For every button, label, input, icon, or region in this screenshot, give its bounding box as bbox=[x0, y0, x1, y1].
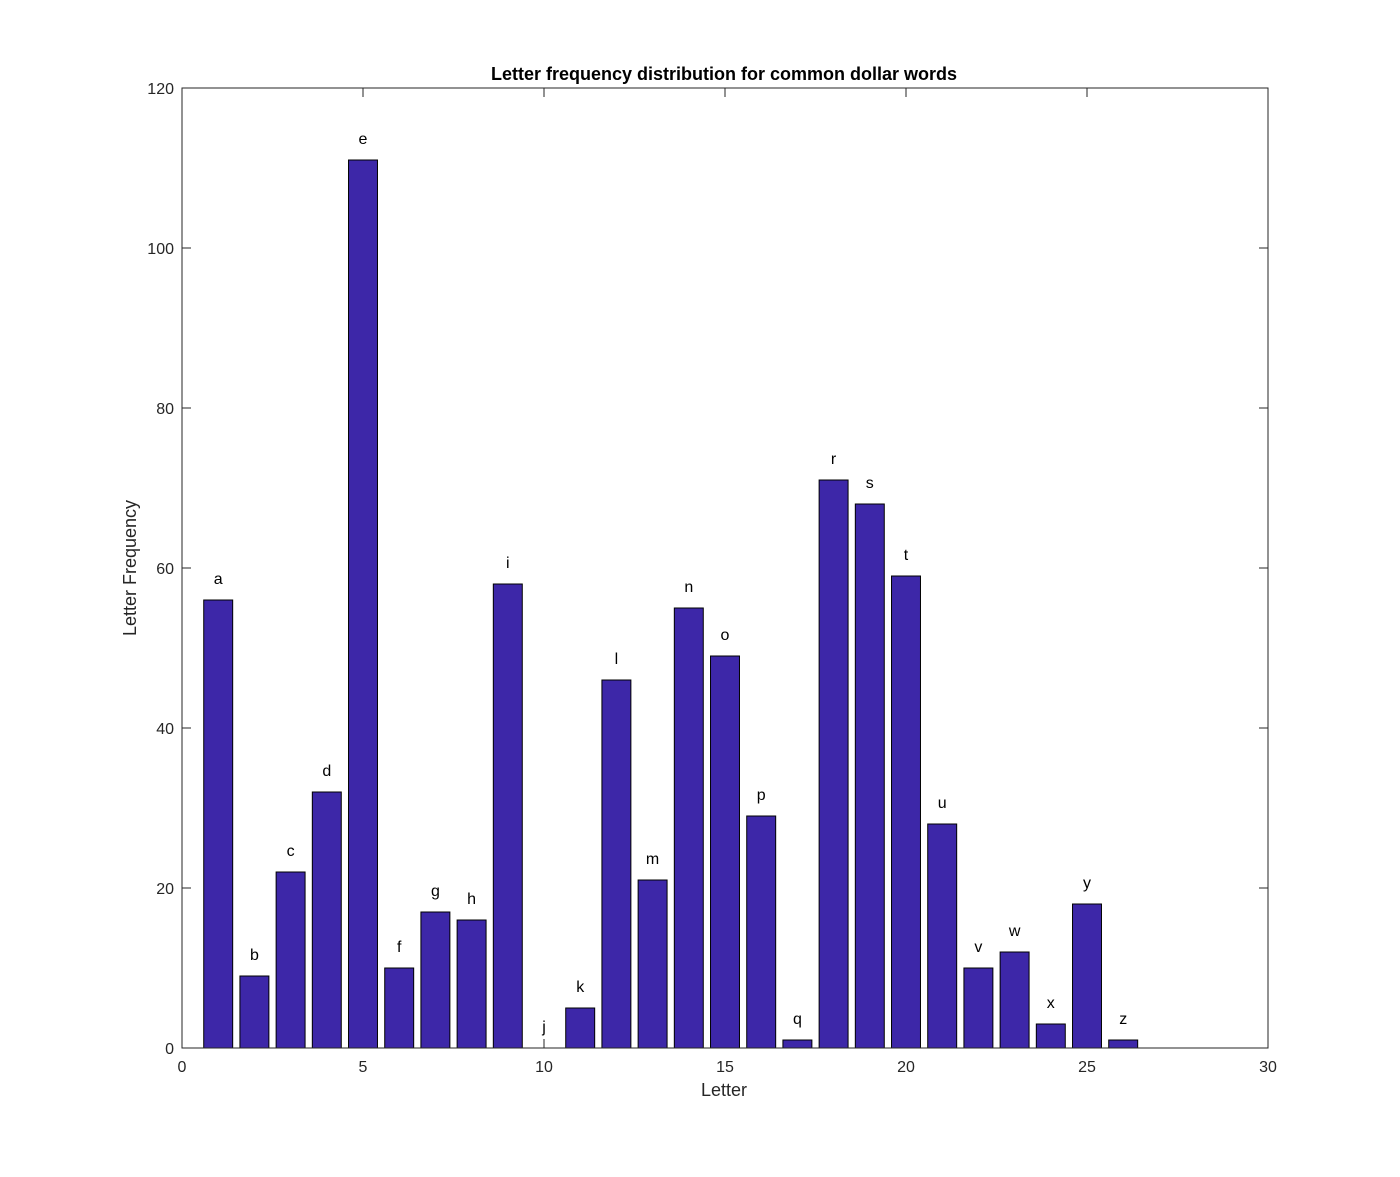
bar-h bbox=[456, 919, 487, 1049]
bar-label-l: l bbox=[615, 651, 619, 668]
x-tick-label: 0 bbox=[178, 1059, 187, 1076]
bar-label-o: o bbox=[721, 627, 730, 644]
bar-label-c: c bbox=[287, 843, 295, 860]
bar-y bbox=[1072, 903, 1102, 1049]
bar-label-r: r bbox=[831, 451, 837, 468]
y-tick-label: 80 bbox=[156, 401, 174, 418]
bar-q bbox=[782, 1039, 813, 1049]
y-axis-label: Letter Frequency bbox=[120, 500, 140, 636]
bar-label-s: s bbox=[866, 475, 874, 492]
bar-label-h: h bbox=[467, 891, 476, 908]
bar-label-e: e bbox=[359, 131, 368, 148]
bar-label-b: b bbox=[250, 947, 259, 964]
bar-c bbox=[275, 871, 306, 1049]
chart-title: Letter frequency distribution for common… bbox=[491, 64, 957, 84]
plot-frame bbox=[181, 87, 1269, 1049]
bar-label-t: t bbox=[904, 547, 909, 564]
bar-label-p: p bbox=[757, 787, 766, 804]
bar-n bbox=[673, 607, 704, 1049]
y-tick-label: 60 bbox=[156, 561, 174, 578]
bar-f bbox=[384, 967, 415, 1049]
x-tick-label: 20 bbox=[897, 1059, 915, 1076]
x-tick-label: 10 bbox=[535, 1059, 553, 1076]
bar-s bbox=[854, 503, 885, 1049]
bar-label-z: z bbox=[1119, 1011, 1127, 1028]
x-axis-label: Letter bbox=[701, 1080, 747, 1100]
x-tick-label: 25 bbox=[1078, 1059, 1096, 1076]
bar-label-a: a bbox=[214, 571, 223, 588]
x-tick-label: 15 bbox=[716, 1059, 734, 1076]
bar-label-n: n bbox=[684, 579, 693, 596]
y-tick-label: 120 bbox=[147, 81, 174, 98]
bar-t bbox=[891, 575, 921, 1049]
bar-w bbox=[999, 951, 1030, 1049]
bar-g bbox=[420, 911, 451, 1049]
bar-u bbox=[927, 823, 958, 1049]
bar-label-m: m bbox=[646, 851, 659, 868]
bar-e bbox=[348, 159, 378, 1049]
x-tick-label: 5 bbox=[359, 1059, 368, 1076]
bar-l bbox=[601, 679, 632, 1049]
bar-m bbox=[637, 879, 668, 1049]
bar-label-f: f bbox=[397, 939, 402, 956]
x-tick-label: 30 bbox=[1259, 1059, 1277, 1076]
bar-i bbox=[492, 583, 523, 1049]
bar-label-k: k bbox=[576, 979, 585, 996]
bar-v bbox=[963, 967, 994, 1049]
bars-group bbox=[203, 159, 1139, 1049]
y-tick-label: 40 bbox=[156, 721, 174, 738]
bar-r bbox=[818, 479, 849, 1049]
bar-label-y: y bbox=[1083, 875, 1091, 892]
bar-label-j: j bbox=[541, 1019, 546, 1036]
bar-b bbox=[239, 975, 270, 1049]
bar-p bbox=[746, 815, 777, 1049]
y-tick-label: 0 bbox=[165, 1041, 174, 1058]
bar-label-g: g bbox=[431, 883, 440, 900]
y-tick-label: 20 bbox=[156, 881, 174, 898]
bar-label-i: i bbox=[506, 555, 510, 572]
bar-k bbox=[565, 1007, 596, 1049]
bar-x bbox=[1035, 1023, 1066, 1049]
y-tick-label: 100 bbox=[147, 241, 174, 258]
bar-a bbox=[203, 599, 234, 1049]
bar-label-q: q bbox=[793, 1011, 802, 1028]
bar-d bbox=[311, 791, 342, 1049]
bar-labels-group: a b c d e f g h i j k l m n o p q r s t u v w x y z bbox=[214, 131, 1127, 1036]
bar-label-d: d bbox=[322, 763, 331, 780]
bar-label-u: u bbox=[938, 795, 947, 812]
bar-o bbox=[710, 655, 740, 1049]
bar-label-x: x bbox=[1047, 995, 1055, 1012]
bar-z bbox=[1108, 1039, 1139, 1049]
bar-label-v: v bbox=[974, 939, 982, 956]
bar-label-w: w bbox=[1008, 923, 1021, 940]
